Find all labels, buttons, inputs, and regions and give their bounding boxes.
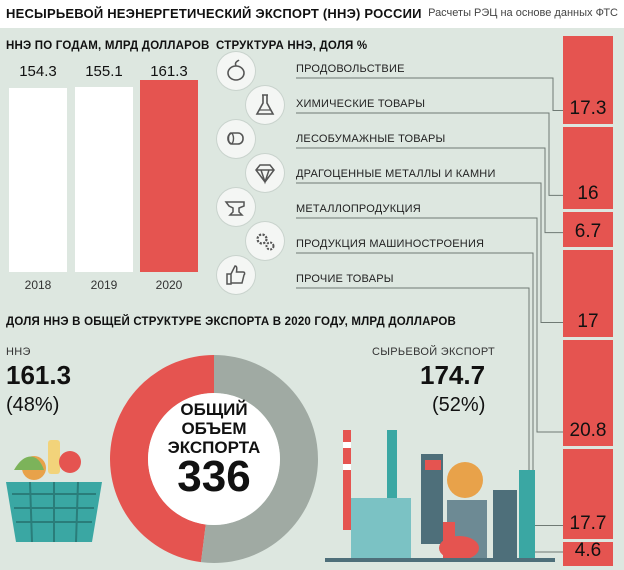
category-label-7: ПРОЧИЕ ТОВАРЫ (296, 273, 394, 285)
category-label-5: МЕТАЛЛОПРОДУКЦИЯ (296, 203, 421, 215)
chemistry-flask-icon (246, 86, 284, 124)
structure-segment-7 (563, 542, 613, 566)
nne-label: ННЭ (6, 346, 31, 358)
structure-segment-1 (563, 36, 613, 125)
category-label-6: ПРОДУКЦИЯ МАШИНОСТРОЕНИЯ (296, 238, 485, 250)
source-note: Расчеты РЭЦ на основе данных ФТС (428, 7, 618, 19)
year-value-label-2020: 161.3 (150, 63, 188, 80)
donut-slice-nne (109, 355, 214, 563)
structure-value-label-6: 17.7 (569, 513, 607, 535)
structure-segment-6 (563, 448, 613, 540)
connector-line-4 (296, 182, 563, 324)
year-tick-label-2020: 2020 (155, 278, 183, 292)
connector-line-6 (296, 252, 563, 526)
donut-hole (148, 393, 280, 525)
page-title: НЕСЫРЬЕВОЙ НЕЭНЕРГЕТИЧЕСКИЙ ЭКСПОРТ (ННЭ… (6, 6, 422, 21)
year-tick-label-2018: 2018 (24, 278, 52, 292)
yearly-chart-title: ННЭ ПО ГОДАМ, МЛРД ДОЛЛАРОВ (6, 40, 210, 52)
structure-segment-2 (563, 127, 613, 210)
diamond-icon (246, 154, 284, 192)
structure-value-label-5: 20.8 (569, 419, 607, 441)
paper-roll-icon (217, 120, 255, 158)
category-label-3: ЛЕСОБУМАЖНЫЕ ТОВАРЫ (296, 133, 446, 145)
donut-center-line-3: ЭКСПОРТА (167, 438, 261, 457)
thumbs-up-icon (217, 256, 255, 294)
food-icon (217, 52, 255, 90)
donut-center-line-2: ОБЪЕМ (181, 419, 247, 438)
category-label-4: ДРАГОЦЕННЫЕ МЕТАЛЛЫ И КАМНИ (296, 168, 496, 180)
structure-segment-3 (563, 212, 613, 247)
nne-value: 161.3 (6, 360, 72, 390)
raw-export-value: 174.7 (420, 360, 486, 390)
donut-center-value: 336 (177, 452, 251, 501)
year-bar-2018 (9, 88, 67, 272)
structure-segment-5 (563, 339, 613, 446)
structure-value-label-2: 16 (577, 183, 599, 205)
donut-center-label: ОБЩИЙ ОБЪЕМ ЭКСПОРТА (107, 400, 321, 457)
raw-export-share: (52%) (432, 394, 486, 416)
structure-value-label-3: 6.7 (574, 220, 602, 242)
anvil-icon (217, 188, 255, 226)
connector-line-7 (296, 287, 563, 553)
factory-illustration (325, 430, 555, 562)
donut-center-line-1: ОБЩИЙ (180, 400, 248, 419)
connector-line-3 (296, 147, 563, 234)
connector-line-5 (296, 217, 563, 433)
connector-line-1 (296, 77, 563, 111)
raw-export-label: СЫРЬЕВОЙ ЭКСПОРТ (372, 346, 496, 358)
structure-value-label-7: 4.6 (574, 540, 602, 561)
year-tick-label-2019: 2019 (90, 278, 118, 292)
year-bar-2020 (140, 80, 198, 272)
structure-value-label-1: 17.3 (569, 98, 607, 120)
year-value-label-2018: 154.3 (19, 63, 57, 80)
structure-value-label-4: 17 (577, 310, 599, 332)
grocery-basket-illustration (6, 440, 102, 543)
year-value-label-2019: 155.1 (85, 63, 123, 80)
gears-icon (246, 222, 284, 260)
donut-chart-title: ДОЛЯ ННЭ В ОБЩЕЙ СТРУКТУРЕ ЭКСПОРТА В 20… (6, 316, 457, 328)
structure-chart-title: СТРУКТУРА ННЭ, ДОЛЯ % (216, 40, 368, 52)
connector-line-2 (296, 112, 563, 196)
nne-share: (48%) (6, 394, 60, 416)
structure-segment-4 (563, 249, 613, 337)
export-donut-chart (109, 355, 318, 563)
donut-slice-raw-export (201, 355, 318, 563)
year-bar-2019 (75, 87, 133, 272)
category-label-1: ПРОДОВОЛЬСТВИЕ (296, 63, 405, 75)
category-label-2: ХИМИЧЕСКИЕ ТОВАРЫ (296, 98, 426, 110)
